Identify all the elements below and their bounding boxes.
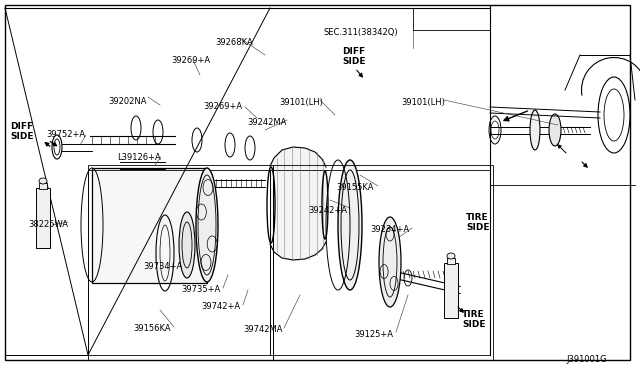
Text: DIFF: DIFF xyxy=(342,47,365,56)
Text: 39242MA: 39242MA xyxy=(247,118,286,127)
Text: L39126+A: L39126+A xyxy=(117,153,161,162)
Text: 39156KA: 39156KA xyxy=(133,324,171,333)
Ellipse shape xyxy=(179,212,195,278)
Text: SIDE: SIDE xyxy=(466,223,490,232)
Ellipse shape xyxy=(196,168,218,282)
Text: SIDE: SIDE xyxy=(462,320,486,329)
Text: 39234+A: 39234+A xyxy=(370,225,409,234)
Text: J391001G: J391001G xyxy=(566,355,607,364)
Text: 39101(LH): 39101(LH) xyxy=(279,98,323,107)
Ellipse shape xyxy=(530,110,540,150)
Text: SIDE: SIDE xyxy=(10,132,33,141)
Text: 39742+A: 39742+A xyxy=(201,302,240,311)
Ellipse shape xyxy=(379,217,401,307)
Bar xyxy=(36,188,50,248)
Text: 39269+A: 39269+A xyxy=(203,102,242,111)
Text: 39155KA: 39155KA xyxy=(336,183,374,192)
Text: 39242+A: 39242+A xyxy=(308,206,347,215)
Ellipse shape xyxy=(338,160,362,290)
Bar xyxy=(39,183,47,189)
Bar xyxy=(444,263,458,318)
Bar xyxy=(88,170,270,355)
Text: 39125+A: 39125+A xyxy=(354,330,393,339)
Bar xyxy=(88,165,273,360)
Ellipse shape xyxy=(549,114,561,146)
Bar xyxy=(447,258,455,264)
Text: TIRE: TIRE xyxy=(466,213,488,222)
Text: 39101(LH): 39101(LH) xyxy=(401,98,445,107)
Text: DIFF: DIFF xyxy=(10,122,33,131)
Text: 39752+A: 39752+A xyxy=(46,130,85,139)
Text: 39734+A: 39734+A xyxy=(143,262,182,271)
Text: SEC.311(38342Q): SEC.311(38342Q) xyxy=(324,28,399,37)
Text: 38225WA: 38225WA xyxy=(28,220,68,229)
Text: SIDE: SIDE xyxy=(342,57,365,66)
Bar xyxy=(273,165,493,360)
Text: 39268KA: 39268KA xyxy=(215,38,253,47)
Text: 39735+A: 39735+A xyxy=(181,285,220,294)
Ellipse shape xyxy=(39,178,47,184)
Bar xyxy=(270,170,490,355)
Text: 39202NA: 39202NA xyxy=(108,97,147,106)
Text: 39269+A: 39269+A xyxy=(171,56,210,65)
Bar xyxy=(92,168,207,283)
Text: 39742MA: 39742MA xyxy=(243,325,282,334)
Text: TIRE: TIRE xyxy=(462,310,484,319)
Ellipse shape xyxy=(447,253,455,259)
